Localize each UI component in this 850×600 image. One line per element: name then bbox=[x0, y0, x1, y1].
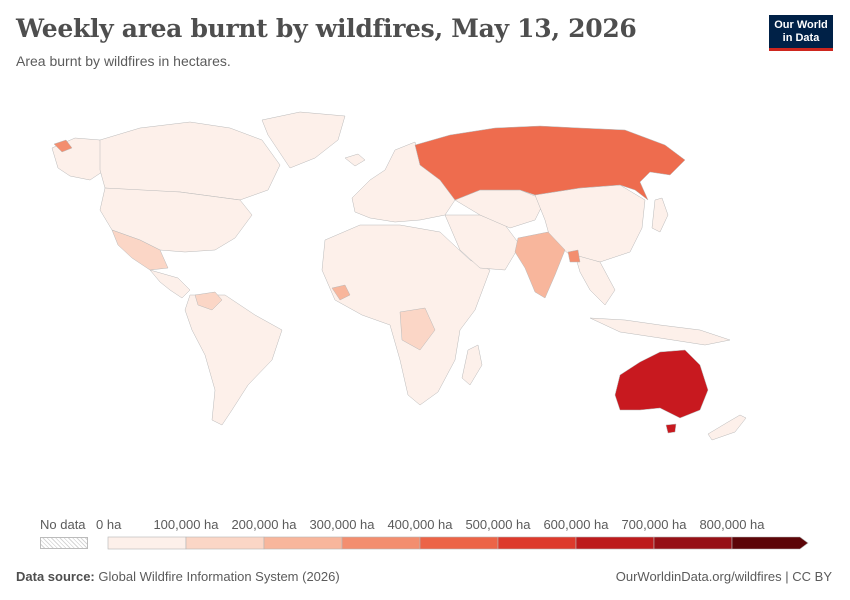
region-new-zealand[interactable] bbox=[707, 414, 747, 441]
region-greenland[interactable] bbox=[261, 111, 346, 169]
legend-tick-label: 100,000 ha bbox=[153, 517, 219, 532]
region-usa[interactable] bbox=[99, 187, 253, 253]
region-bangladesh[interactable] bbox=[567, 249, 581, 263]
legend-bin-5[interactable] bbox=[497, 536, 577, 550]
legend-bin-2[interactable] bbox=[263, 536, 343, 550]
legend-bin-7[interactable] bbox=[653, 536, 733, 550]
region-central-america[interactable] bbox=[149, 269, 191, 299]
region-drc[interactable] bbox=[399, 307, 436, 351]
region-greenland-east[interactable] bbox=[53, 139, 73, 153]
legend-bin-6[interactable] bbox=[575, 536, 655, 550]
region-venezuela[interactable] bbox=[194, 291, 223, 311]
legend-tick-label: 700,000 ha bbox=[621, 517, 687, 532]
legend-tick-label: 0 ha bbox=[96, 517, 122, 532]
legend-bin-3[interactable] bbox=[341, 536, 421, 550]
region-southeast-asia[interactable] bbox=[574, 254, 616, 306]
region-indonesia[interactable] bbox=[589, 317, 731, 346]
chart-subtitle: Area burnt by wildfires in hectares. bbox=[16, 53, 231, 69]
logo-line-2: in Data bbox=[782, 32, 820, 44]
region-india[interactable] bbox=[514, 231, 566, 299]
legend-tick-label: 800,000 ha bbox=[699, 517, 765, 532]
chart-title: Weekly area burnt by wildfires, May 13, … bbox=[16, 14, 637, 43]
region-madagascar[interactable] bbox=[461, 344, 483, 386]
source-link[interactable]: OurWorldinData.org/wildfires | CC BY bbox=[615, 569, 832, 584]
logo-line-1: Our World bbox=[774, 19, 828, 31]
legend-tick-label: 500,000 ha bbox=[465, 517, 531, 532]
color-scale: 0 ha 100,000 ha 200,000 ha 300,000 ha 400,00… bbox=[96, 517, 809, 550]
legend-tick-label: 600,000 ha bbox=[543, 517, 609, 532]
region-iceland[interactable] bbox=[344, 153, 366, 167]
world-map[interactable] bbox=[0, 90, 850, 500]
region-tasmania[interactable] bbox=[665, 423, 677, 434]
map-legend: No data 0 ha 100,000 ha 200,000 ha 300,000 … bbox=[0, 512, 850, 562]
legend-tick-label: 300,000 ha bbox=[309, 517, 375, 532]
region-canada[interactable] bbox=[99, 121, 281, 201]
region-australia[interactable] bbox=[614, 349, 709, 419]
no-data-label: No data bbox=[40, 517, 86, 532]
region-japan[interactable] bbox=[651, 197, 669, 233]
region-mexico[interactable] bbox=[111, 229, 169, 271]
legend-tick-label: 400,000 ha bbox=[387, 517, 453, 532]
data-source-text: Global Wildfire Information System (2026… bbox=[98, 569, 340, 584]
region-russia[interactable] bbox=[414, 125, 686, 201]
owid-logo[interactable]: Our World in Data bbox=[769, 15, 833, 51]
legend-bin-8[interactable] bbox=[731, 536, 809, 550]
legend-bin-1[interactable] bbox=[185, 536, 265, 550]
region-south-america[interactable] bbox=[184, 294, 283, 426]
region-sierra-leone[interactable] bbox=[331, 284, 351, 301]
legend-bin-0[interactable] bbox=[107, 536, 187, 550]
legend-tick-label: 200,000 ha bbox=[231, 517, 297, 532]
no-data-swatch bbox=[40, 537, 88, 549]
data-source: Data source: Global Wildfire Information… bbox=[16, 569, 340, 584]
data-source-label: Data source: bbox=[16, 569, 95, 584]
legend-bin-4[interactable] bbox=[419, 536, 499, 550]
